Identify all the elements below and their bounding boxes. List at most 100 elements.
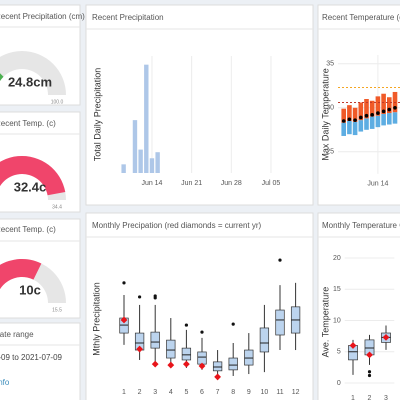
current-diamond (183, 360, 190, 368)
high-range-bar (358, 102, 364, 121)
x-tick-label: 3 (384, 395, 388, 400)
current-dot (387, 107, 392, 112)
gauge-fill (0, 259, 42, 290)
high-range-bar (352, 107, 358, 122)
x-tick-label: Jul 05 (262, 180, 281, 187)
box (212, 361, 223, 372)
date-range-title: Date range (0, 330, 34, 339)
gauge-value: 10c (19, 282, 41, 297)
gauge-value: 24.8cm (8, 74, 52, 89)
box (166, 339, 176, 359)
low-range-bar (375, 115, 381, 128)
y-tick-label: 25 (326, 149, 334, 156)
gauge-fill (0, 156, 66, 196)
box (197, 351, 207, 365)
outlier (278, 258, 282, 262)
x-tick-label: 7 (216, 389, 220, 396)
low-range-bar (341, 122, 346, 136)
current-diamond (382, 333, 390, 341)
x-tick-label: 2 (138, 389, 142, 396)
bar (155, 152, 160, 173)
y-tick-label: 35 (326, 61, 334, 68)
outlier (153, 294, 157, 298)
current-diamond (120, 316, 128, 324)
current-dot (341, 119, 346, 123)
box (181, 347, 192, 361)
chart-title: Monthly Temperature Comparison (322, 221, 400, 230)
low-range-bar (364, 118, 369, 130)
outlier (184, 323, 188, 327)
info-link[interactable]: Info (0, 378, 10, 387)
x-tick-label: 2 (368, 395, 372, 400)
x-tick-label: 3 (153, 389, 157, 396)
y-tick-label: 5 (337, 349, 341, 356)
chart-title: Recent Precipitation (92, 13, 164, 22)
current-dot (393, 106, 397, 110)
high-range-bar (364, 99, 369, 119)
x-tick-label: Jun 21 (181, 180, 202, 187)
high-range-bar (369, 100, 375, 117)
y-tick-label: 30 (326, 105, 334, 112)
current-diamond (167, 361, 175, 369)
y-axis-label: Total Daily Precipitation (92, 68, 102, 162)
panel (317, 212, 400, 400)
gauge-value: 32.4c (14, 179, 47, 194)
gauge-max: 34.4 (52, 204, 62, 210)
chart-title: Monthly Precipation (red diamonds = curr… (92, 221, 262, 230)
low-range-bar (392, 112, 398, 124)
current-diamond (366, 351, 373, 359)
x-tick-label: 4 (169, 389, 173, 396)
outlier (200, 330, 204, 334)
gauge-track (0, 51, 66, 95)
gauge-title: Recent Temp. (c) (0, 225, 56, 234)
y-axis-label: Mthly Precipitation (91, 282, 101, 356)
bar (121, 164, 126, 173)
bar (138, 149, 143, 173)
bar (149, 158, 155, 173)
current-dot (347, 117, 352, 122)
current-dot (359, 115, 363, 120)
outlier (122, 281, 126, 285)
x-tick-label: Jun 14 (141, 180, 162, 187)
y-tick-label: 10 (333, 317, 341, 324)
x-tick-label: Jun 14 (367, 181, 388, 188)
x-tick-label: 12 (292, 389, 300, 396)
current-diamond (214, 373, 221, 381)
current-dot (381, 109, 386, 114)
current-dot (376, 111, 380, 115)
x-tick-label: 9 (247, 389, 251, 396)
outlier (138, 295, 142, 299)
x-tick-label: Jun 28 (221, 180, 242, 187)
box (259, 327, 270, 353)
current-diamond (151, 360, 159, 368)
y-axis-label: Max Daily Temperature (320, 68, 330, 160)
outlier (367, 370, 372, 374)
box (228, 357, 238, 371)
low-range-bar (358, 120, 364, 132)
box (275, 309, 285, 336)
y-tick-label: 0 (337, 380, 341, 387)
box (150, 331, 160, 349)
x-tick-label: 1 (122, 389, 126, 396)
low-range-bar (352, 121, 358, 136)
low-range-bar (387, 113, 392, 125)
panel (85, 212, 314, 400)
y-axis-label: Ave. Temperature (320, 287, 330, 358)
panel (85, 4, 314, 206)
y-tick-label: 15 (333, 286, 341, 293)
panel (0, 322, 81, 400)
current-dot (364, 113, 369, 118)
current-diamond (349, 342, 357, 349)
high-range-bar (381, 93, 386, 114)
outlier (367, 373, 372, 378)
outlier (231, 322, 235, 326)
current-diamond (136, 345, 143, 353)
panel-dividers (0, 26, 400, 346)
x-tick-label: 6 (200, 389, 204, 396)
high-range-bar (341, 108, 346, 123)
low-range-bar (381, 113, 386, 126)
high-range-bar (347, 105, 352, 121)
current-dot (353, 118, 357, 122)
high-range-bar (387, 97, 392, 114)
